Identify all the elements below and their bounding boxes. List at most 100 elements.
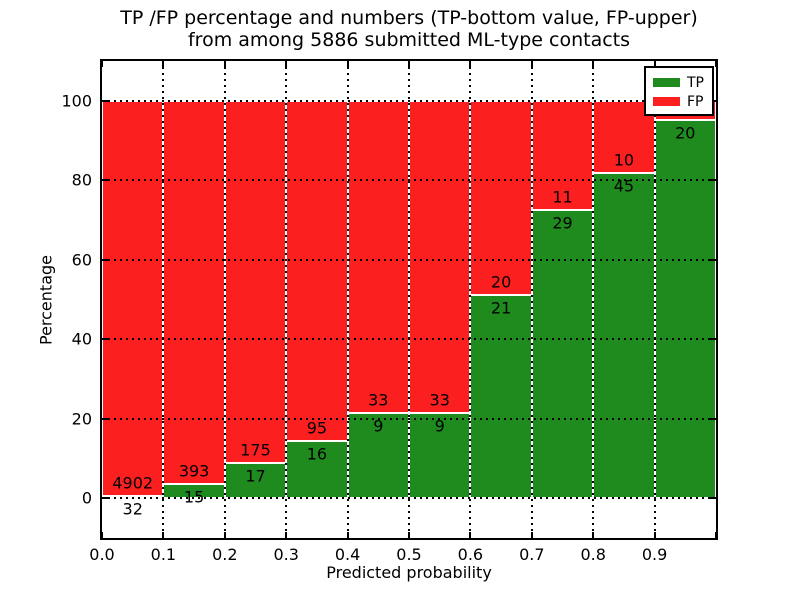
bar-label-tp-5: 9: [434, 416, 445, 436]
x-tick-bottom: [101, 532, 103, 538]
gridline-y-60: [102, 258, 716, 261]
chart-title: TP /FP percentage and numbers (TP-bottom…: [100, 7, 718, 51]
y-tick-label-40: 40: [71, 329, 92, 349]
y-tick-left: [102, 99, 108, 102]
gridline-x-0.9: [653, 61, 656, 538]
x-tick-bottom: [715, 532, 717, 538]
x-tick-top: [653, 61, 656, 67]
x-tick-label-0.8: 0.8: [580, 545, 606, 564]
y-tick-right: [710, 338, 716, 341]
gridline-y-0: [102, 497, 716, 500]
bar-label-tp-7: 29: [552, 213, 573, 233]
gridline-x-0.1: [162, 61, 165, 538]
bar-label-fp-8: 10: [613, 150, 635, 170]
x-tick-top: [223, 61, 226, 67]
bar-fp-0: [102, 100, 164, 496]
bar-tp-9: [654, 119, 716, 499]
y-tick-left: [102, 417, 108, 420]
x-tick-top: [408, 61, 410, 67]
gridline-x-0.3: [285, 61, 288, 538]
legend-label-tp: TP: [687, 74, 704, 91]
gridline-x-0.5: [408, 61, 410, 538]
x-tick-top: [285, 61, 288, 67]
x-tick-label-0.6: 0.6: [457, 545, 484, 564]
y-tick-label-20: 20: [71, 409, 92, 429]
x-tick-label-0.0: 0.0: [89, 545, 115, 564]
bar-label-fp-2: 175: [240, 440, 271, 460]
y-tick-right: [710, 497, 716, 500]
x-tick-bottom: [223, 532, 226, 538]
bar-fp-6: [470, 100, 532, 295]
y-tick-label-60: 60: [71, 250, 92, 270]
bar-fp-4: [347, 100, 409, 414]
x-tick-label-0.2: 0.2: [212, 545, 238, 564]
y-tick-right: [710, 417, 716, 420]
bar-tp-7: [531, 210, 594, 499]
x-tick-top: [592, 61, 595, 67]
bar-fp-3: [286, 100, 348, 441]
x-tick-bottom: [592, 532, 595, 538]
bar-label-tp-0: 32: [122, 499, 143, 519]
x-tick-bottom: [346, 532, 349, 538]
gridline-x-0.2: [223, 61, 226, 538]
bar-label-fp-4: 33: [368, 390, 389, 410]
x-tick-bottom: [653, 532, 656, 538]
x-tick-top: [530, 61, 533, 67]
bar-label-tp-1: 15: [183, 487, 205, 507]
y-tick-left: [102, 179, 108, 182]
bar-label-tp-6: 21: [490, 298, 512, 318]
bar-fp-5: [409, 100, 471, 414]
bar-label-tp-3: 16: [306, 444, 328, 464]
x-tick-bottom: [530, 532, 533, 538]
y-tick-label-80: 80: [71, 170, 92, 190]
x-tick-label-0.7: 0.7: [519, 545, 545, 564]
gridline-y-80: [102, 179, 716, 182]
x-tick-top: [715, 61, 717, 67]
y-tick-label-0: 0: [81, 488, 92, 508]
gridline-x-0.6: [469, 61, 472, 538]
bar-tp-8: [593, 173, 655, 499]
plot-area: TP FP 4902 32 393 15 175 17 95 16 33 9 33 9 20 21 11 29…: [61, 59, 718, 564]
bar-label-tp-2: 17: [245, 466, 266, 486]
x-tick-top: [162, 61, 165, 67]
bar-fp-1: [163, 100, 225, 484]
bar-label-fp-7: 11: [552, 187, 573, 207]
y-axis-label: Percentage: [36, 254, 56, 346]
x-tick-top: [101, 61, 103, 67]
legend-swatch-tp-icon: [653, 78, 680, 87]
x-tick-top: [469, 61, 472, 67]
bar-label-fp-5: 33: [429, 390, 450, 410]
x-tick-bottom: [408, 532, 410, 538]
y-tick-right: [710, 179, 716, 182]
bar-label-tp-4: 9: [373, 416, 384, 436]
x-tick-label-0.3: 0.3: [273, 545, 299, 564]
gridline-y-40: [102, 338, 716, 341]
y-tick-left: [102, 338, 108, 341]
gridline-x-0.7: [530, 61, 533, 538]
bar-label-tp-8: 45: [613, 176, 635, 196]
legend-entry-tp: TP: [653, 73, 712, 92]
legend-entry-fp: FP: [653, 92, 712, 111]
bar-tp-6: [470, 294, 532, 499]
gridline-x-0.4: [346, 61, 349, 538]
x-tick-bottom: [162, 532, 165, 538]
y-tick-left: [102, 258, 108, 261]
legend: TP FP: [644, 66, 714, 116]
bar-label-fp-1: 393: [178, 461, 210, 481]
chart-title-line2: from among 5886 submitted ML-type contac…: [187, 29, 631, 51]
bar-label-fp-0: 4902: [112, 473, 154, 493]
legend-label-fp: FP: [687, 93, 704, 110]
y-tick-label-100: 100: [61, 91, 92, 111]
gridline-y-20: [102, 417, 716, 420]
bar-label-fp-3: 95: [306, 418, 328, 438]
bar-label-tp-9: 20: [675, 123, 696, 143]
gridline-y-100: [102, 99, 716, 102]
x-axis-label: Predicted probability: [326, 563, 492, 582]
x-tick-top: [346, 61, 349, 67]
bar-fp-2: [224, 100, 287, 464]
x-tick-label-0.1: 0.1: [150, 545, 177, 564]
y-tick-left: [102, 497, 108, 500]
x-tick-label-0.4: 0.4: [334, 545, 361, 564]
gridline-x-0.8: [592, 61, 595, 538]
